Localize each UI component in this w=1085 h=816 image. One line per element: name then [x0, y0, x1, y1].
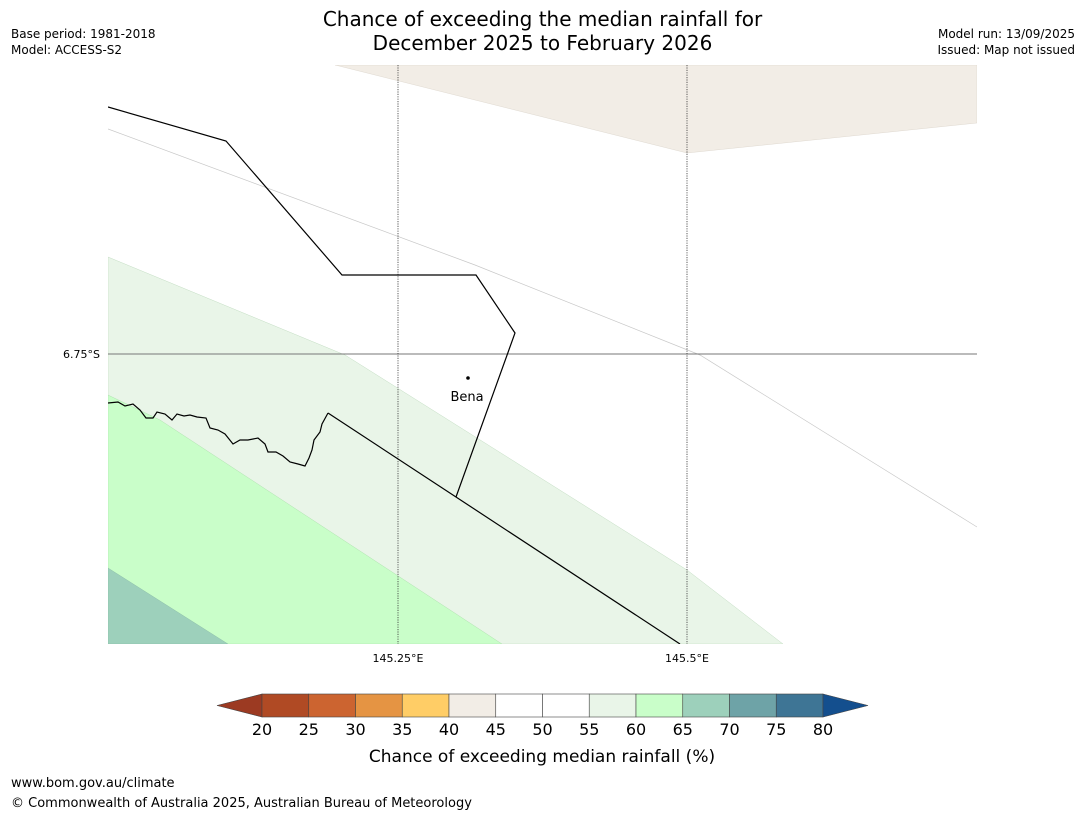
footer-url: www.bom.gov.au/climate — [11, 776, 175, 791]
title-line-1: Chance of exceeding the median rainfall … — [322, 7, 763, 31]
legend-tick-label: 70 — [719, 720, 739, 739]
legend-swatch — [355, 693, 403, 718]
rainfall-zone-65-70 — [108, 567, 229, 644]
province-boundary-line — [108, 106, 516, 498]
legend-tick-label: 35 — [392, 720, 412, 739]
legend-swatch — [542, 693, 590, 718]
legend-swatch — [308, 693, 356, 718]
place-label-bena: Bena — [450, 390, 483, 405]
legend-swatch — [729, 693, 777, 718]
legend-colorbar — [216, 693, 869, 718]
map-title: Chance of exceeding the median rainfall … — [0, 7, 1085, 55]
longitude-label-145-5: 145.5°E — [665, 652, 709, 665]
legend-tick-label: 50 — [532, 720, 552, 739]
legend-tick-label: 65 — [673, 720, 693, 739]
legend-tick-label: 55 — [579, 720, 599, 739]
issued-status: Issued: Map not issued — [937, 43, 1075, 57]
legend-tick-label: 30 — [345, 720, 365, 739]
river-boundary-line — [108, 401, 329, 467]
legend-tick-label: 75 — [766, 720, 786, 739]
legend-tick-labels: 20 25 30 35 40 45 50 55 60 65 70 75 80 — [252, 720, 833, 739]
base-period: Base period: 1981-2018 — [11, 27, 156, 41]
legend-tick-label: 25 — [299, 720, 319, 739]
model-run: Model run: 13/09/2025 — [937, 27, 1075, 41]
legend-swatch — [261, 693, 310, 718]
faint-boundary-line — [108, 128, 977, 528]
model-name: Model: ACCESS-S2 — [11, 43, 123, 57]
longitude-label-145-25: 145.25°E — [373, 652, 424, 665]
legend-swatch — [635, 693, 684, 718]
legend-extend-low — [216, 693, 263, 718]
legend-tick-label: 40 — [439, 720, 459, 739]
legend-swatch — [775, 693, 824, 718]
footer-copyright: © Commonwealth of Australia 2025, Austra… — [11, 796, 472, 811]
meta-right: Model run: 13/09/2025 Issued: Map not is… — [937, 26, 1075, 58]
latitude-label: 6.75°S — [63, 348, 100, 361]
legend-tick-label: 60 — [626, 720, 646, 739]
rainfall-zone-40-45 — [334, 65, 977, 154]
legend-swatch — [682, 693, 730, 718]
town-marker-bena — [466, 376, 470, 380]
legend-extend-high — [822, 693, 869, 718]
title-line-2: December 2025 to February 2026 — [372, 31, 713, 55]
legend-swatch — [495, 693, 543, 718]
province-boundary-lower — [327, 412, 681, 644]
legend-swatch — [588, 693, 637, 718]
legend-title: Chance of exceeding median rainfall (%) — [369, 747, 715, 767]
legend-tick-label: 45 — [486, 720, 506, 739]
map-area — [108, 65, 977, 644]
legend-swatch — [448, 693, 497, 718]
legend-swatch — [401, 693, 450, 718]
meta-left: Base period: 1981-2018 Model: ACCESS-S2 — [11, 26, 156, 58]
rainfall-zone-60-65 — [108, 394, 503, 644]
legend-tick-label: 80 — [813, 720, 833, 739]
legend-tick-label: 20 — [252, 720, 272, 739]
